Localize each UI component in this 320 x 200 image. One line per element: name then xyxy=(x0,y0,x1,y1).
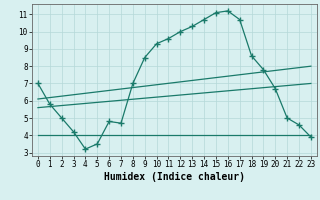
X-axis label: Humidex (Indice chaleur): Humidex (Indice chaleur) xyxy=(104,172,245,182)
